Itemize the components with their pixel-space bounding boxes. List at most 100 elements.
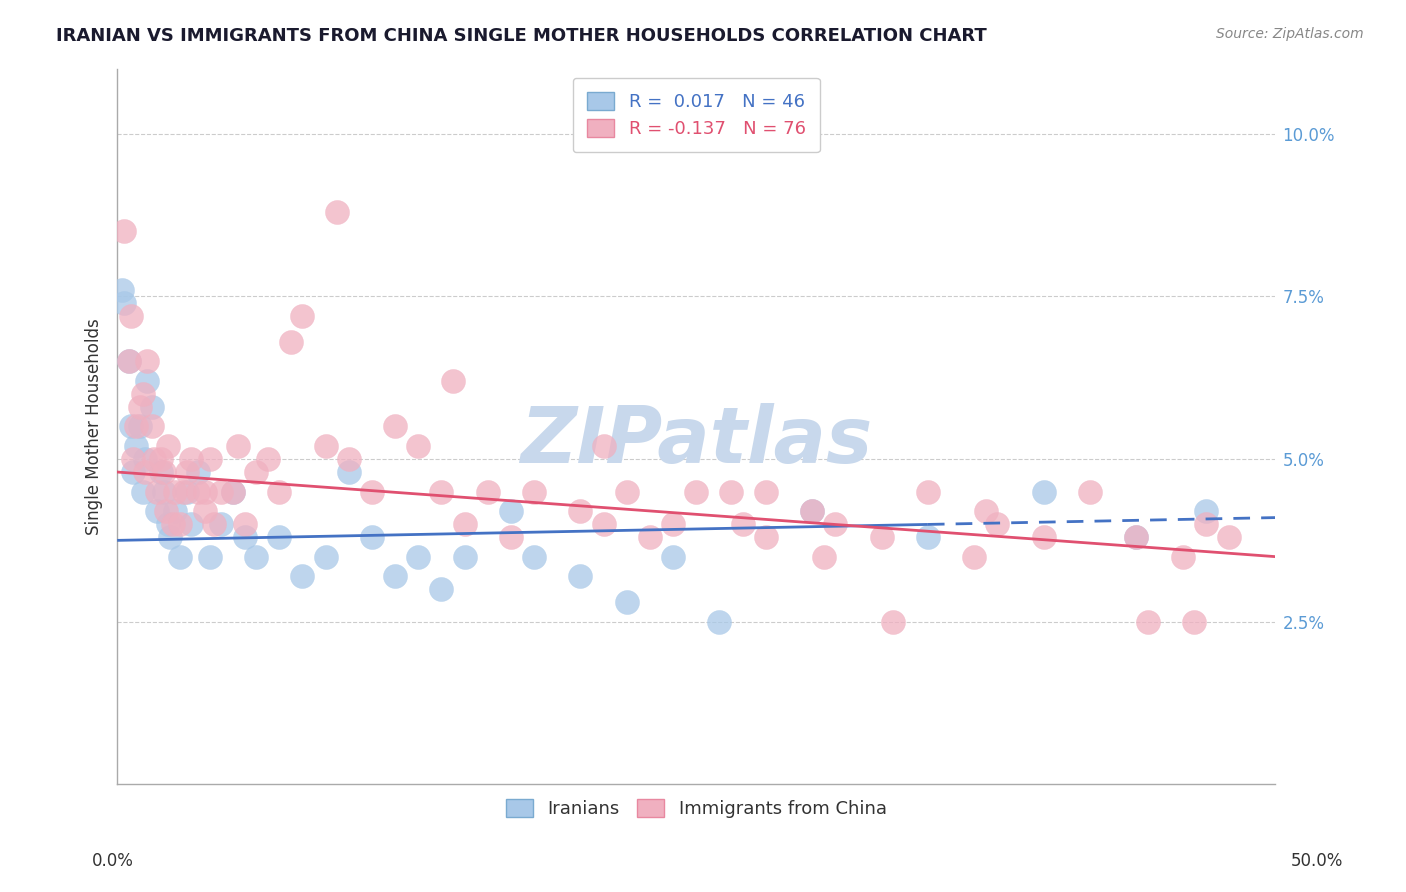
Point <box>662 517 685 532</box>
Point <box>118 354 141 368</box>
Point <box>256 452 278 467</box>
Point <box>226 439 249 453</box>
Point <box>638 530 661 544</box>
Point <box>1218 530 1240 544</box>
Point <box>326 204 349 219</box>
Point <box>731 517 754 532</box>
Point <box>141 419 163 434</box>
Point <box>662 549 685 564</box>
Point <box>291 309 314 323</box>
Legend: Iranians, Immigrants from China: Iranians, Immigrants from China <box>498 792 894 825</box>
Point <box>616 484 638 499</box>
Point <box>315 439 337 453</box>
Point <box>131 387 153 401</box>
Point <box>245 549 267 564</box>
Point <box>194 504 217 518</box>
Text: ZIPatlas: ZIPatlas <box>520 403 872 479</box>
Point <box>384 569 406 583</box>
Point <box>269 530 291 544</box>
Point <box>134 452 156 467</box>
Point <box>1125 530 1147 544</box>
Point <box>165 484 187 499</box>
Point <box>499 530 522 544</box>
Point <box>408 439 430 453</box>
Point <box>194 484 217 499</box>
Point <box>176 484 198 499</box>
Point <box>477 484 499 499</box>
Point <box>361 530 384 544</box>
Point <box>209 517 232 532</box>
Point <box>430 582 453 597</box>
Y-axis label: Single Mother Households: Single Mother Households <box>86 318 103 535</box>
Point <box>245 465 267 479</box>
Point <box>280 334 302 349</box>
Point <box>592 517 614 532</box>
Point <box>963 549 986 564</box>
Point <box>169 517 191 532</box>
Point <box>569 504 592 518</box>
Point <box>592 439 614 453</box>
Point <box>523 484 546 499</box>
Point <box>233 530 256 544</box>
Point <box>141 400 163 414</box>
Point <box>709 615 731 629</box>
Point <box>122 465 145 479</box>
Point <box>152 465 174 479</box>
Point <box>337 452 360 467</box>
Point <box>291 569 314 583</box>
Point <box>118 354 141 368</box>
Point <box>813 549 835 564</box>
Point <box>882 615 904 629</box>
Point <box>801 504 824 518</box>
Point <box>120 419 142 434</box>
Point <box>157 517 180 532</box>
Point <box>157 439 180 453</box>
Point <box>112 224 135 238</box>
Point <box>111 283 134 297</box>
Point <box>453 517 475 532</box>
Point <box>129 419 152 434</box>
Point <box>136 354 159 368</box>
Point <box>1195 504 1218 518</box>
Point <box>204 517 226 532</box>
Point <box>173 484 195 499</box>
Point <box>917 530 939 544</box>
Point <box>150 465 173 479</box>
Point <box>222 484 245 499</box>
Point <box>136 374 159 388</box>
Point <box>150 452 173 467</box>
Point <box>755 530 778 544</box>
Point <box>974 504 997 518</box>
Point <box>187 465 209 479</box>
Point <box>755 484 778 499</box>
Point <box>523 549 546 564</box>
Point <box>1136 615 1159 629</box>
Point <box>499 504 522 518</box>
Point <box>720 484 742 499</box>
Point <box>165 504 187 518</box>
Point <box>569 569 592 583</box>
Point <box>430 484 453 499</box>
Point <box>198 549 221 564</box>
Point <box>1032 484 1054 499</box>
Point <box>384 419 406 434</box>
Point <box>145 484 167 499</box>
Text: IRANIAN VS IMMIGRANTS FROM CHINA SINGLE MOTHER HOUSEHOLDS CORRELATION CHART: IRANIAN VS IMMIGRANTS FROM CHINA SINGLE … <box>56 27 987 45</box>
Point <box>1182 615 1205 629</box>
Point <box>315 549 337 564</box>
Point <box>180 517 202 532</box>
Point <box>155 504 177 518</box>
Text: 50.0%: 50.0% <box>1291 852 1343 870</box>
Point <box>131 484 153 499</box>
Point <box>176 465 198 479</box>
Point <box>870 530 893 544</box>
Point <box>337 465 360 479</box>
Point <box>986 517 1008 532</box>
Point <box>1171 549 1194 564</box>
Point <box>1125 530 1147 544</box>
Point <box>134 465 156 479</box>
Point <box>917 484 939 499</box>
Point <box>125 419 148 434</box>
Point <box>824 517 846 532</box>
Point <box>122 452 145 467</box>
